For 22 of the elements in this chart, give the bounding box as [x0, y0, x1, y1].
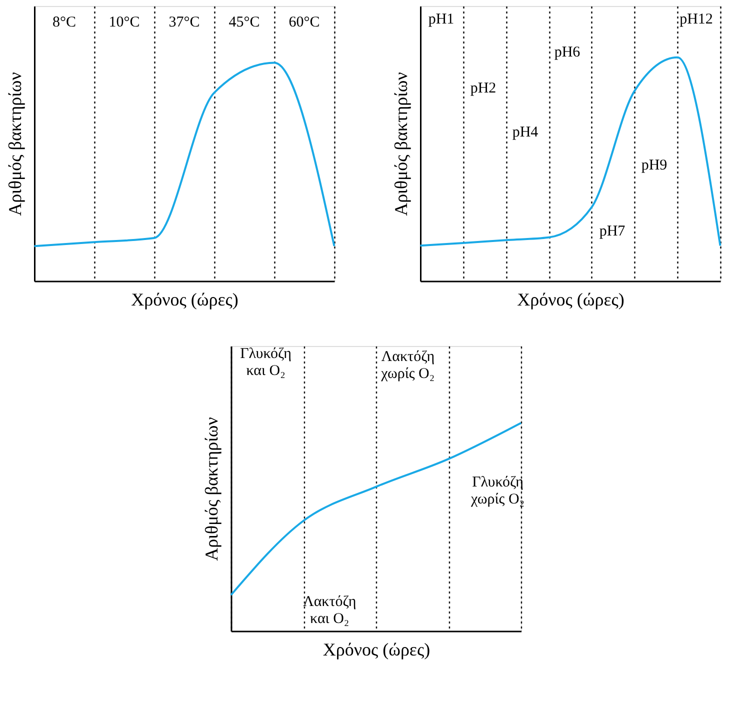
annotation: pH9 — [641, 157, 668, 174]
annotation: pH6 — [554, 44, 581, 60]
y-axis-title: Αριθμός βακτηρίων — [4, 72, 25, 216]
text: 45°C — [228, 14, 260, 30]
text: 37°C — [168, 14, 200, 30]
y-axis-title: Αριθμός βακτηρίων — [201, 417, 222, 561]
annotation: Γλυκόζη χωρίς O₂ — [470, 474, 525, 508]
annotation: Λακτόζη και O₂ — [302, 594, 356, 627]
text: 60°C — [288, 14, 320, 30]
annotation: pH2 — [470, 80, 496, 96]
text: Λακτόζη χωρίς O₂ — [380, 348, 435, 382]
text: Γλυκόζη και O₂ — [240, 346, 292, 379]
annotation: pH4 — [512, 124, 539, 140]
text: pH12 — [680, 12, 713, 28]
x-axis-title: Χρόνος (ώρες) — [131, 290, 238, 310]
annotation: pH7 — [599, 223, 626, 240]
x-axis-title: Χρόνος (ώρες) — [517, 290, 624, 310]
text: pH1 — [428, 12, 454, 28]
text: 10°C — [108, 14, 140, 30]
text: 8°C — [52, 14, 76, 30]
y-axis-title: Αριθμός βακτηρίων — [390, 72, 411, 216]
x-axis-title: Χρόνος (ώρες) — [322, 640, 430, 660]
